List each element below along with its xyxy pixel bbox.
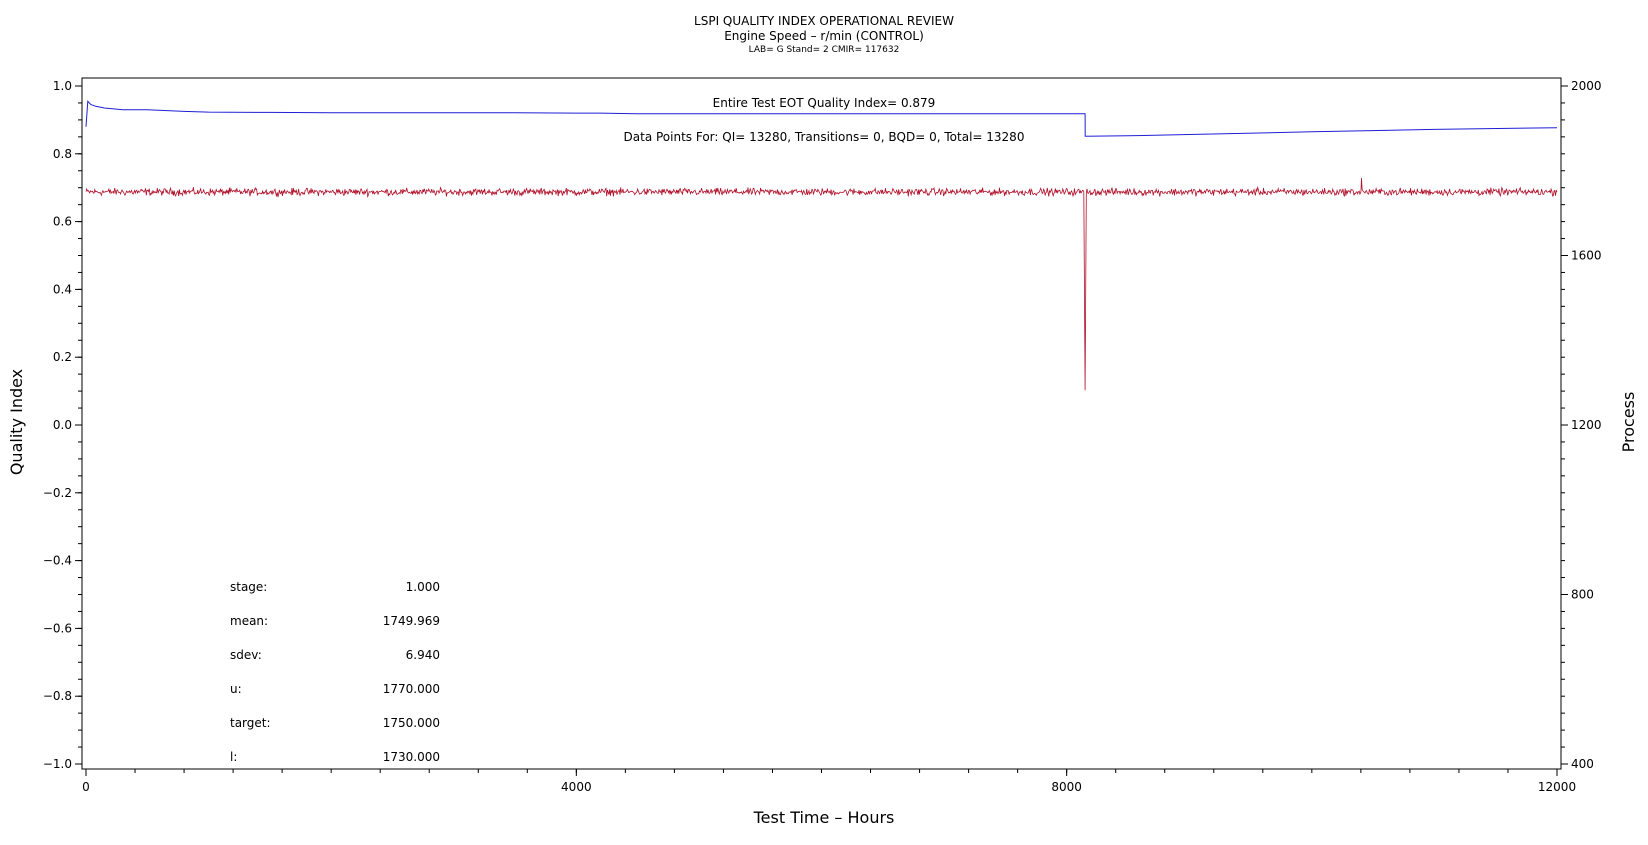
stat-label: u: — [230, 682, 242, 696]
stat-value: 1770.000 — [383, 682, 440, 696]
stat-value: 6.940 — [406, 648, 440, 662]
left-y-tick-label: −0.2 — [43, 486, 72, 500]
left-y-tick-label: −0.6 — [43, 621, 72, 635]
right-y-tick-label: 800 — [1571, 588, 1594, 602]
chart-subtitle: Engine Speed – r/min (CONTROL) — [724, 29, 924, 43]
x-tick-label: 12000 — [1538, 780, 1576, 794]
left-y-tick-label: 0.2 — [53, 350, 72, 364]
left-y-tick-label: 0.8 — [53, 147, 72, 161]
left-y-axis: 1.0 0.8 0.6 0.4 0.2 0.0 −0.2 −0.4 −0.6 −0.8 −1.0 — [43, 79, 82, 771]
right-y-tick-label: 2000 — [1571, 79, 1602, 93]
x-axis: 0 4000 8000 12000 — [82, 769, 1576, 794]
chart-title: LSPI QUALITY INDEX OPERATIONAL REVIEW — [694, 14, 954, 28]
stat-label: mean: — [230, 614, 268, 628]
stat-label: stage: — [230, 580, 267, 594]
left-y-tick-label: −0.8 — [43, 689, 72, 703]
left-y-tick-label: −1.0 — [43, 757, 72, 771]
stat-value: 1749.969 — [383, 614, 440, 628]
eot-quality-index-annotation: Entire Test EOT Quality Index= 0.879 — [713, 96, 936, 110]
series-layer — [85, 100, 1558, 391]
x-tick-label: 8000 — [1051, 780, 1082, 794]
stat-label: sdev: — [230, 648, 262, 662]
stat-label: l: — [230, 750, 237, 764]
stats-block: stage: 1.000 mean: 1749.969 sdev: 6.940 u: 1770… — [230, 580, 440, 764]
chart-subtitle-lab: LAB= G Stand= 2 CMIR= 117632 — [749, 45, 900, 55]
x-axis-title: Test Time – Hours — [753, 808, 895, 827]
stat-value: 1730.000 — [383, 750, 440, 764]
stat-value: 1750.000 — [383, 716, 440, 730]
right-y-axis-title: Process — [1619, 392, 1638, 453]
stat-value: 1.000 — [406, 580, 440, 594]
stat-label: target: — [230, 716, 271, 730]
plot-frame — [81, 77, 1562, 770]
x-tick-label: 4000 — [561, 780, 592, 794]
process-series-line — [85, 177, 1558, 391]
data-points-annotation: Data Points For: QI= 13280, Transitions=… — [624, 130, 1025, 144]
left-y-tick-label: −0.4 — [43, 554, 72, 568]
left-y-axis-title: Quality Index — [7, 369, 26, 475]
right-y-tick-label: 1200 — [1571, 418, 1602, 432]
right-y-tick-label: 400 — [1571, 757, 1594, 771]
left-y-tick-label: 0.4 — [53, 282, 72, 296]
right-y-axis: 2000 1600 1200 800 400 — [1561, 79, 1602, 771]
left-y-tick-label: 0.6 — [53, 215, 72, 229]
quality-index-series-line — [85, 100, 1558, 137]
x-tick-label: 0 — [82, 780, 90, 794]
left-y-tick-label: 0.0 — [53, 418, 72, 432]
right-y-tick-label: 1600 — [1571, 249, 1602, 263]
left-y-tick-label: 1.0 — [53, 79, 72, 93]
